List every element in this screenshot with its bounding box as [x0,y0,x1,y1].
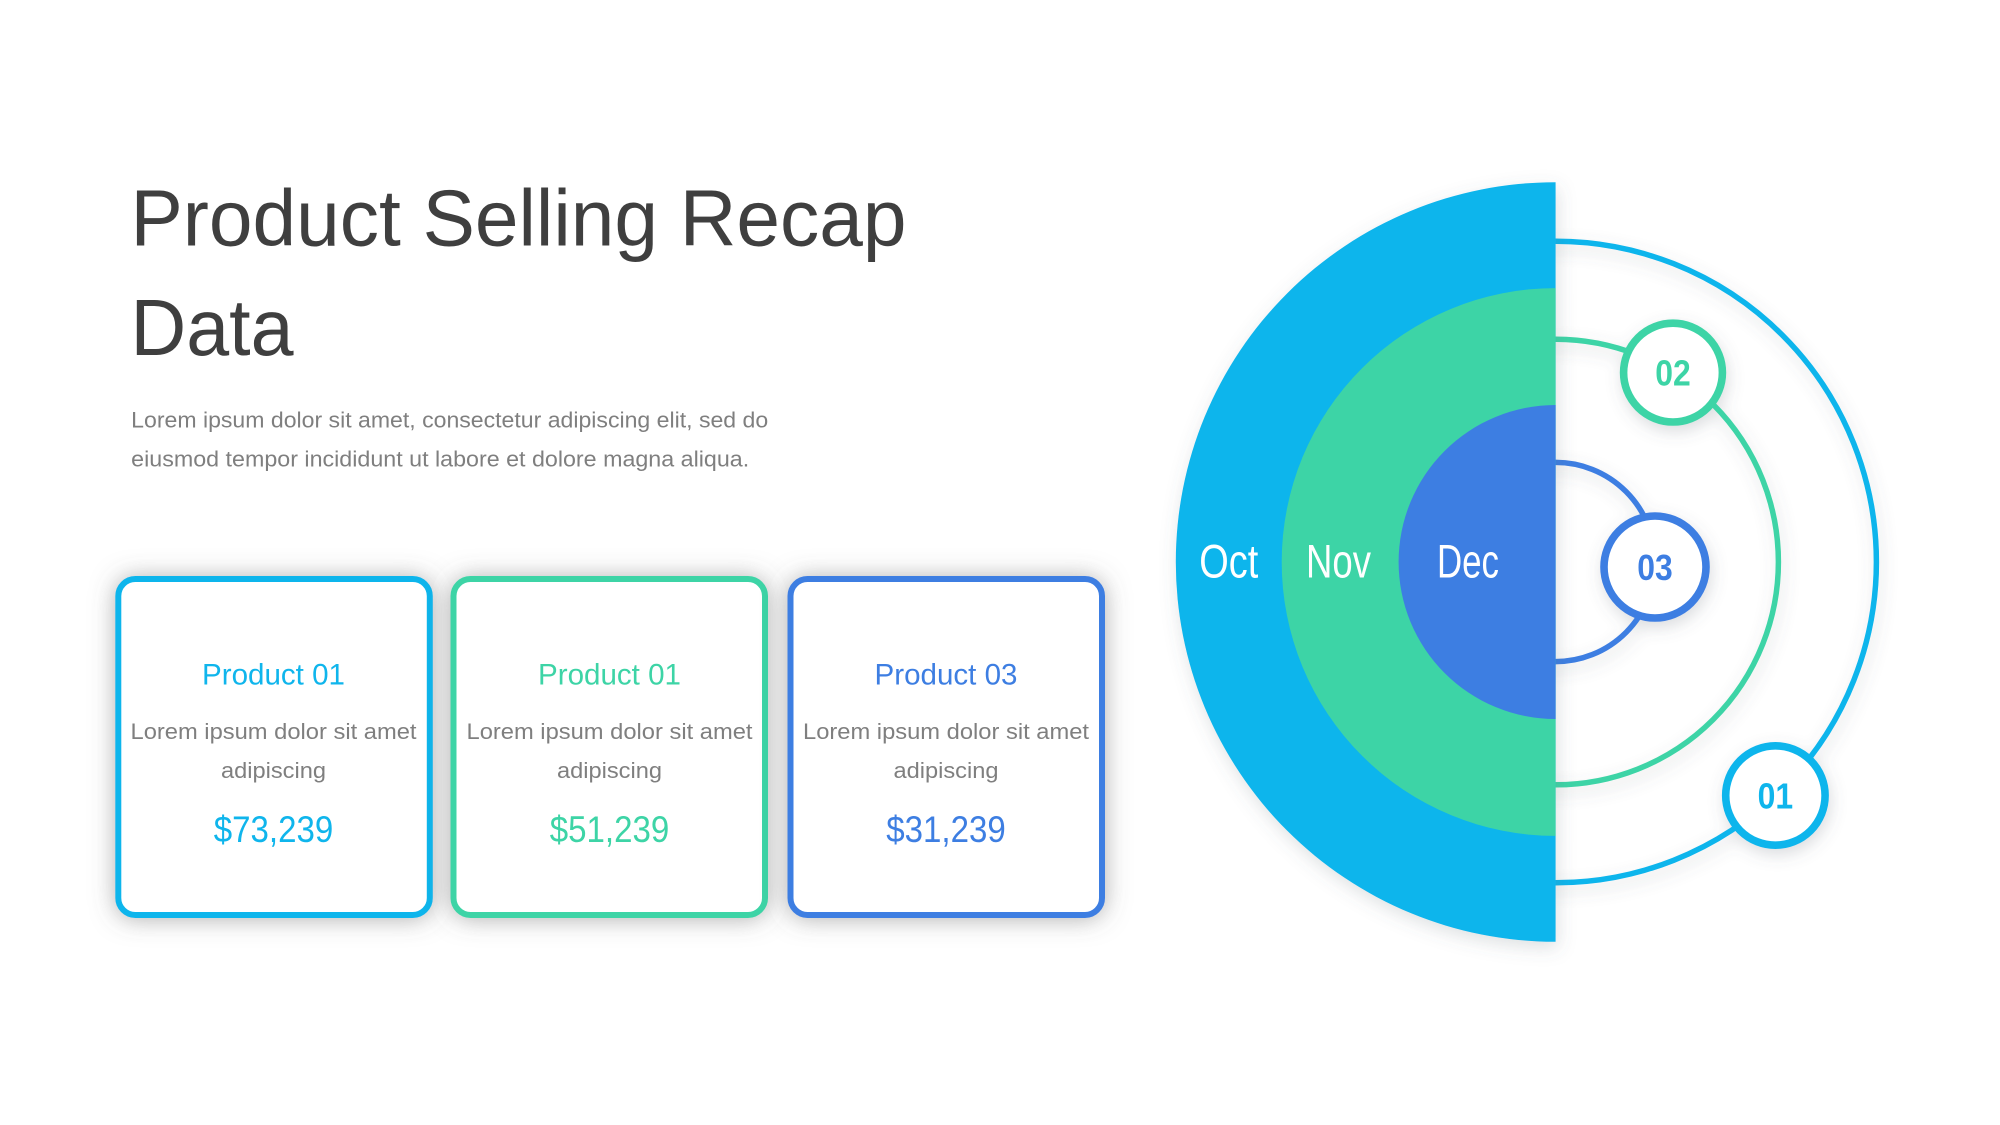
svg-text:02: 02 [1655,353,1691,394]
svg-text:$73,239: $73,239 [214,809,334,850]
svg-text:Product 01: Product 01 [538,658,681,691]
svg-text:Data: Data [131,283,294,372]
svg-text:01: 01 [1758,776,1794,817]
svg-text:Product 01: Product 01 [202,658,345,691]
svg-text:Dec: Dec [1437,535,1499,588]
svg-text:adipiscing: adipiscing [557,758,662,783]
svg-text:$31,239: $31,239 [886,809,1006,850]
svg-text:$51,239: $51,239 [550,809,670,850]
svg-text:Lorem ipsum dolor sit amet: Lorem ipsum dolor sit amet [803,719,1090,744]
svg-text:Nov: Nov [1306,535,1371,588]
svg-text:Product Selling Recap: Product Selling Recap [131,173,907,262]
svg-text:adipiscing: adipiscing [221,758,326,783]
svg-text:Lorem ipsum dolor sit amet: Lorem ipsum dolor sit amet [467,719,754,744]
svg-text:Oct: Oct [1199,535,1258,588]
svg-text:adipiscing: adipiscing [894,758,999,783]
svg-text:Product 03: Product 03 [875,658,1018,691]
svg-text:Lorem ipsum dolor sit amet: Lorem ipsum dolor sit amet [131,719,418,744]
svg-text:eiusmod tempor incididunt ut l: eiusmod tempor incididunt ut labore et d… [131,447,749,472]
svg-text:03: 03 [1637,547,1673,588]
svg-text:Lorem ipsum dolor sit amet, co: Lorem ipsum dolor sit amet, consectetur … [131,407,768,432]
